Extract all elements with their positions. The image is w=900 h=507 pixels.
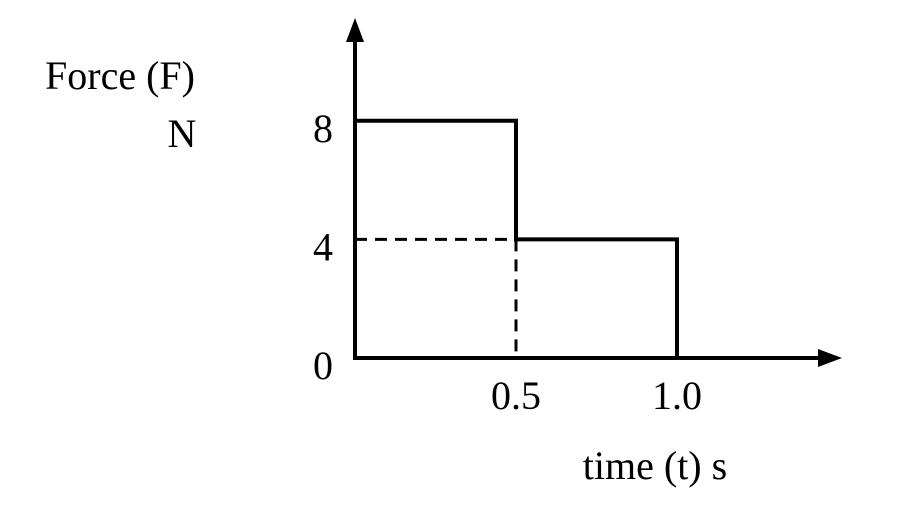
x-axis-label: time (t) s [583, 443, 727, 488]
y-tick-label: 4 [313, 225, 333, 270]
x-axis-arrow [818, 349, 842, 367]
y-tick-label: 0 [313, 343, 333, 388]
x-tick-label: 1.0 [652, 373, 702, 418]
y-tick-label: 8 [313, 106, 333, 151]
y-axis-arrow [346, 18, 364, 42]
x-tick-label: 0.5 [491, 373, 541, 418]
force-line [355, 118, 679, 358]
y-axis-unit: N [168, 111, 197, 156]
y-axis-label: Force (F) [45, 53, 195, 98]
